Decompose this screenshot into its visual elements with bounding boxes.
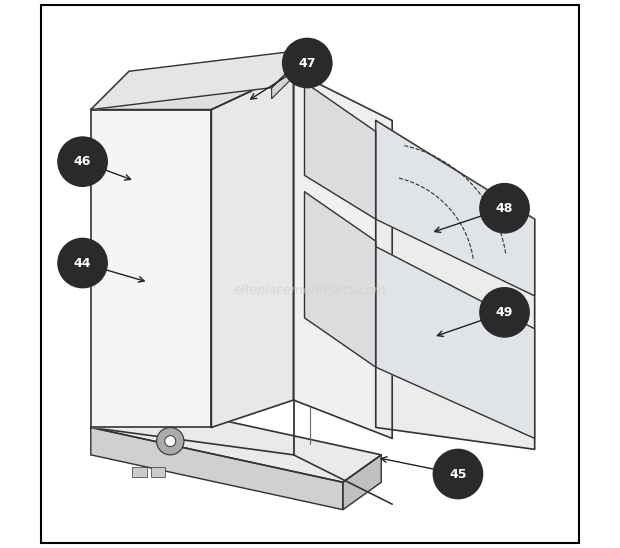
Polygon shape: [91, 49, 310, 110]
Circle shape: [283, 38, 332, 88]
Circle shape: [433, 449, 482, 499]
Bar: [151, 467, 165, 477]
Circle shape: [165, 436, 175, 447]
Polygon shape: [91, 110, 211, 427]
Polygon shape: [91, 400, 381, 482]
Circle shape: [58, 238, 107, 288]
Text: 47: 47: [298, 56, 316, 70]
Polygon shape: [304, 82, 376, 219]
Polygon shape: [293, 71, 392, 438]
Polygon shape: [304, 192, 376, 367]
Circle shape: [157, 427, 184, 455]
Bar: [132, 467, 147, 477]
Polygon shape: [211, 71, 293, 427]
Polygon shape: [343, 455, 381, 510]
Polygon shape: [376, 121, 534, 449]
Text: 49: 49: [496, 306, 513, 319]
Polygon shape: [272, 49, 310, 99]
Polygon shape: [91, 427, 343, 510]
Text: 48: 48: [496, 202, 513, 215]
Text: 46: 46: [74, 155, 91, 168]
Polygon shape: [376, 121, 534, 296]
Text: eReplacementParts.com: eReplacementParts.com: [234, 284, 386, 297]
Polygon shape: [91, 71, 293, 110]
Circle shape: [480, 184, 529, 233]
Text: 44: 44: [74, 256, 91, 270]
Circle shape: [480, 288, 529, 337]
Text: 45: 45: [450, 467, 467, 481]
Circle shape: [58, 137, 107, 186]
Polygon shape: [376, 247, 534, 438]
